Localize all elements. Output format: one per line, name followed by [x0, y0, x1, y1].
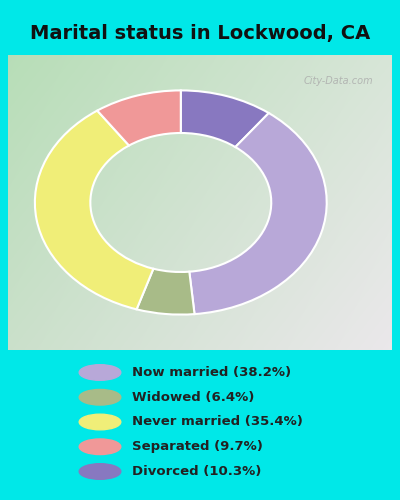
Wedge shape: [97, 90, 181, 146]
Text: Never married (35.4%): Never married (35.4%): [132, 416, 303, 428]
Circle shape: [79, 414, 121, 430]
Wedge shape: [35, 110, 153, 310]
Wedge shape: [136, 268, 194, 314]
Text: Divorced (10.3%): Divorced (10.3%): [132, 465, 261, 478]
Circle shape: [79, 439, 121, 454]
Text: Now married (38.2%): Now married (38.2%): [132, 366, 291, 379]
Circle shape: [79, 364, 121, 380]
Text: Separated (9.7%): Separated (9.7%): [132, 440, 263, 453]
Circle shape: [79, 390, 121, 405]
Text: Marital status in Lockwood, CA: Marital status in Lockwood, CA: [30, 24, 370, 42]
Text: City-Data.com: City-Data.com: [303, 76, 373, 86]
Text: Widowed (6.4%): Widowed (6.4%): [132, 391, 254, 404]
Wedge shape: [181, 90, 269, 147]
Circle shape: [79, 464, 121, 479]
Wedge shape: [189, 113, 327, 314]
